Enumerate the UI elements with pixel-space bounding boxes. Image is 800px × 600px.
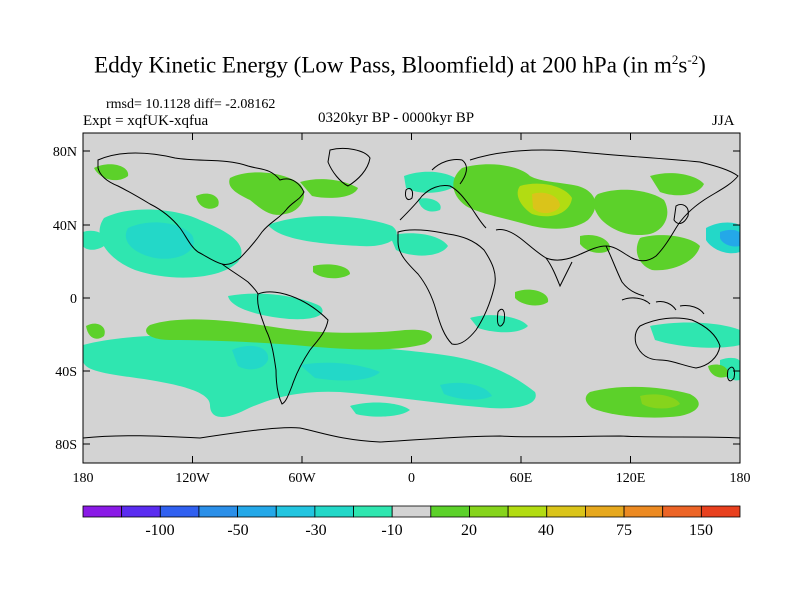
anomaly-region: [232, 345, 269, 370]
coastline-central-america: [221, 263, 259, 295]
lat-label: 80N: [53, 145, 77, 160]
colorbar-swatch: [507, 505, 548, 518]
colorbar-swatch: [353, 505, 393, 518]
colorbar-swatch: [700, 505, 741, 518]
lon-label: 120E: [616, 471, 646, 486]
colorbar-swatch: [198, 505, 238, 518]
lon-label: 180: [73, 471, 94, 486]
ekE-field: [83, 164, 740, 418]
lon-label: 60E: [510, 471, 533, 486]
anomaly-region: [440, 382, 492, 400]
colorbar-labels: -100 -50 -30 -10 20 40 75 150: [145, 522, 713, 539]
coastline-india: [545, 257, 573, 288]
anomaly-region: [86, 323, 105, 339]
anomaly-region: [229, 172, 305, 215]
lat-label: 0: [70, 292, 77, 307]
latitude-labels: 80N 40N 0 40S 80S: [53, 145, 77, 453]
anomaly-region: [650, 173, 704, 196]
anomaly-region: [708, 364, 729, 378]
colorbar-swatch: [275, 505, 316, 518]
coastline-japan: [673, 203, 689, 224]
anomaly-region: [313, 264, 350, 279]
plot-title: Eddy Kinetic Energy (Low Pass, Bloomfiel…: [94, 52, 706, 78]
coastline-new-zealand: [727, 366, 735, 382]
coastline-indonesia: [621, 297, 705, 315]
colorbar-swatch: [237, 505, 277, 518]
colorbar-swatch: [391, 505, 432, 518]
anomaly-region: [300, 362, 380, 381]
colorbar-label: 75: [616, 522, 632, 539]
longitude-axis: [192, 133, 631, 463]
anomaly-region: [640, 394, 680, 409]
anomaly-region: [125, 222, 194, 259]
coastline-greenland: [327, 147, 371, 187]
lon-label: 0: [408, 471, 415, 486]
colorbar-swatch: [314, 505, 354, 518]
anomaly-region: [228, 293, 323, 320]
coastline-scandinavia: [431, 159, 467, 185]
colorbar-label: 20: [461, 522, 477, 539]
lat-label: 40N: [53, 219, 77, 234]
colorbar-label: -30: [305, 522, 326, 539]
anomaly-region: [268, 216, 397, 247]
coastlines: [83, 147, 740, 443]
longitude-labels: 180 120W 60W 0 60E 120E 180: [73, 471, 751, 486]
coastline-southeast-asia: [605, 245, 645, 297]
colorbar-swatch: [430, 505, 470, 518]
lon-label: 120W: [175, 471, 210, 486]
lon-label: 60W: [288, 471, 316, 486]
colorbar-label: 40: [538, 522, 554, 539]
anomaly-region: [83, 230, 106, 250]
anomaly-region: [418, 198, 441, 212]
anomaly-region: [350, 402, 410, 417]
anomaly-region: [196, 193, 219, 209]
coastline-north-america: [97, 152, 305, 265]
colorbar-swatch: [469, 505, 509, 518]
anomaly-region: [515, 289, 549, 306]
colorbar-swatch: [585, 505, 625, 518]
anomaly-region: [146, 319, 433, 350]
coastline-madagascar: [497, 308, 505, 327]
colorbar-swatch: [121, 505, 161, 518]
colorbar-swatch: [662, 505, 702, 518]
experiment-label: Expt = xqfUK-xqfua: [83, 113, 209, 129]
coastline-british-isles: [405, 187, 413, 201]
colorbar-label: -100: [145, 522, 174, 539]
coastline-africa: [397, 229, 496, 345]
latitude-axis: [83, 150, 740, 445]
coastline-europe: [399, 185, 487, 229]
anomaly-region: [650, 322, 740, 348]
anomaly-region: [390, 233, 448, 256]
anomaly-region: [580, 234, 611, 253]
rmsd-stat: rmsd= 10.1128 diff= -2.08162: [106, 97, 276, 112]
colorbar-label: 150: [689, 522, 713, 539]
anomaly-region: [593, 189, 668, 236]
colorbar-swatch: [159, 505, 200, 518]
colorbar-swatch: [623, 505, 664, 518]
coastline-antarctica: [83, 427, 740, 443]
anomaly-region: [720, 229, 740, 247]
lat-label: 40S: [55, 365, 77, 380]
anomaly-region: [300, 179, 358, 198]
colorbar-swatch: [546, 505, 586, 518]
anomaly-region: [532, 192, 560, 214]
anomaly-region: [404, 171, 460, 193]
season-label: JJA: [712, 113, 735, 129]
colorbar: [82, 505, 741, 518]
coastline-south-america: [257, 291, 329, 405]
period-label: 0320kyr BP - 0000kyr BP: [318, 110, 475, 126]
coastline-australia: [634, 317, 721, 369]
lon-label: 180: [730, 471, 751, 486]
anomaly-region: [83, 335, 536, 417]
colorbar-label: -10: [381, 522, 402, 539]
anomaly-region: [636, 235, 700, 271]
colorbar-label: -50: [227, 522, 248, 539]
lat-label: 80S: [55, 438, 77, 453]
colorbar-swatch: [82, 505, 123, 518]
anomaly-region: [470, 315, 528, 333]
